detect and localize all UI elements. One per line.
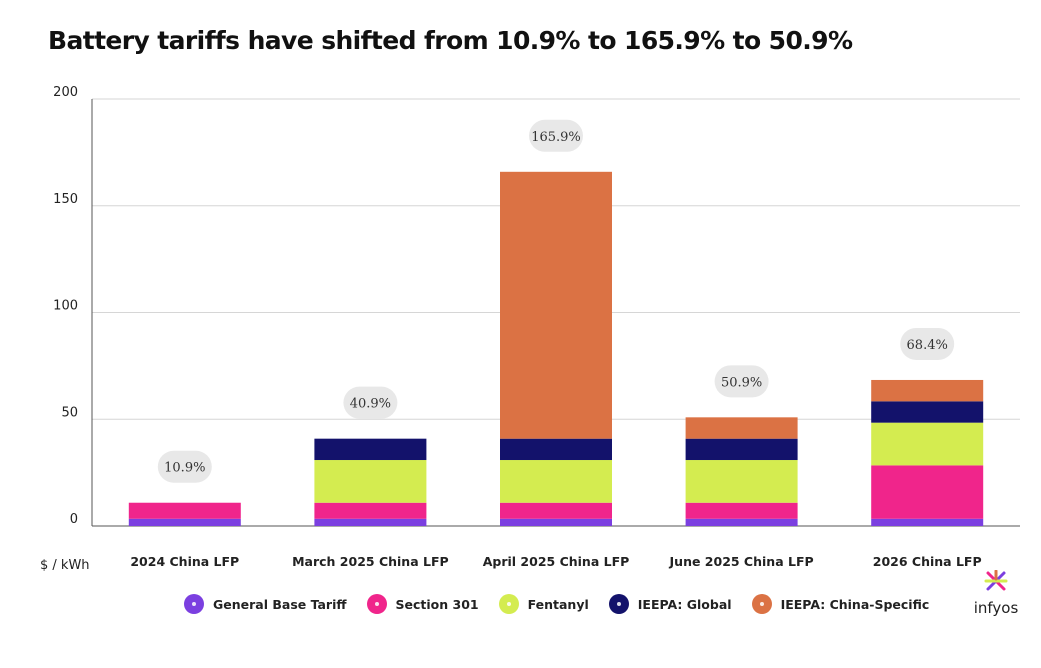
bar-segment (685, 417, 798, 439)
bar-segment (871, 518, 984, 526)
legend-swatch (184, 594, 204, 614)
total-label: 68.4% (907, 338, 948, 353)
legend-label: IEEPA: Global (637, 596, 732, 612)
bar-segment (500, 171, 612, 439)
legend-label: General Base Tariff (213, 596, 347, 612)
bar-segment (871, 379, 984, 402)
bar-segment (314, 518, 427, 526)
legend: General Base Tariff Section 301 Fentanyl IE… (184, 594, 929, 614)
legend-swatch (751, 594, 772, 614)
total-labels: 10.9% 40.9% 165.9% 50.9% 68.4% (157, 119, 955, 483)
legend-swatch (608, 594, 629, 614)
category-label: 2024 China LFP (130, 554, 239, 569)
bar-segment (685, 460, 798, 503)
category-label: April 2025 China LFP (483, 554, 630, 569)
total-label-bubble (900, 327, 955, 360)
bar-segment (685, 438, 798, 461)
total-label: 50.9% (721, 375, 762, 390)
y-tick-label: 50 (61, 405, 78, 420)
bar-segment (685, 518, 798, 526)
bar-segment (871, 465, 984, 519)
bar-segment (500, 460, 612, 503)
bar-segment (500, 438, 612, 461)
total-label-bubble (529, 119, 583, 152)
bar-segment (500, 518, 612, 526)
bar-segment (871, 401, 984, 423)
legend-item: IEEPA: Global (608, 594, 732, 614)
total-label: 165.9% (531, 130, 581, 145)
category-label: 2026 China LFP (873, 554, 982, 569)
legend-item: Fentanyl (498, 594, 589, 614)
y-tick-label: 100 (53, 299, 78, 314)
total-label: 10.9% (164, 461, 205, 476)
category-label: March 2025 China LFP (292, 554, 449, 569)
brand-logo: infyos (968, 569, 1024, 617)
legend-item: General Base Tariff (184, 594, 347, 614)
y-tick-label: 150 (53, 192, 78, 207)
legend-label: IEEPA: China-Specific (780, 596, 930, 612)
total-label-bubble (343, 386, 398, 419)
infyos-logo-icon (984, 569, 1008, 591)
bar-segment (314, 438, 427, 461)
legend-swatch (498, 594, 519, 614)
bars (128, 171, 984, 526)
y-axis-unit: $ / kWh (40, 558, 90, 573)
bar-segment (314, 460, 427, 503)
legend-swatch (366, 594, 387, 614)
legend-label: Section 301 (395, 596, 479, 612)
chart-title: Battery tariffs have shifted from 10.9% … (48, 26, 853, 55)
bar-segment (314, 502, 427, 519)
legend-item: IEEPA: China-Specific (751, 594, 930, 614)
category-label: June 2025 China LFP (669, 554, 814, 569)
total-label-bubble (157, 450, 212, 483)
total-label: 40.9% (350, 397, 391, 412)
bar-segment (500, 502, 612, 519)
y-tick-label: 0 (70, 512, 78, 527)
bar-segment (128, 502, 241, 519)
bar-segment (685, 502, 798, 519)
bar-segment (128, 518, 241, 526)
x-axis-categories: 2024 China LFP March 2025 China LFP April … (130, 554, 981, 569)
legend-label: Fentanyl (527, 596, 589, 612)
y-axis-ticks: 0 50 100 150 200 (53, 85, 78, 527)
bar-segment (871, 422, 984, 466)
y-tick-label: 200 (53, 85, 78, 100)
total-label-bubble (714, 365, 769, 398)
legend-item: Section 301 (366, 594, 479, 614)
brand-name: infyos (973, 599, 1019, 617)
